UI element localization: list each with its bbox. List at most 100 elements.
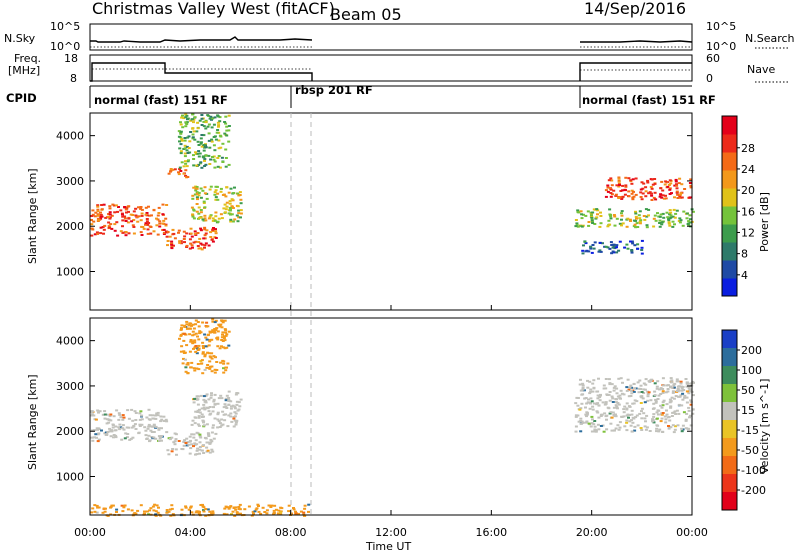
scatter-cell <box>193 397 197 400</box>
scatter-cell <box>588 407 592 410</box>
scatter-cell <box>585 420 589 423</box>
scatter-cell <box>179 150 183 153</box>
freq-label-1: Freq. <box>14 52 41 65</box>
scatter-cell <box>656 409 660 412</box>
scatter-cell <box>581 249 585 252</box>
scatter-cell <box>119 230 123 233</box>
scatter-cell <box>192 186 196 189</box>
scatter-cell <box>225 129 229 132</box>
scatter-cell <box>675 390 679 392</box>
scatter-cell <box>617 377 621 380</box>
scatter-cell <box>676 395 680 398</box>
scatter-cell <box>677 403 681 406</box>
scatter-cell <box>99 232 103 235</box>
scatter-cell <box>122 428 126 431</box>
scatter-cell <box>584 397 588 399</box>
scatter-cell <box>592 430 596 433</box>
scatter-cell <box>147 205 150 208</box>
scatter-cell <box>223 121 227 123</box>
scatter-cell <box>159 415 163 418</box>
scatter-cell <box>144 206 148 209</box>
scatter-cell <box>603 245 607 248</box>
scatter-cell <box>612 413 616 416</box>
scatter-cell <box>197 206 201 209</box>
scatter-cell <box>157 428 161 431</box>
scatter-cell <box>189 506 193 509</box>
scatter-cell <box>229 213 233 216</box>
scatter-cell <box>294 510 297 513</box>
scatter-cell <box>202 415 205 418</box>
scatter-cell <box>210 370 214 373</box>
scatter-cell <box>601 424 605 427</box>
scatter-cell <box>118 428 122 431</box>
scatter-cell <box>167 172 171 175</box>
scatter-cell <box>145 218 149 220</box>
scatter-cell <box>579 407 583 410</box>
scatter-cell <box>209 231 213 234</box>
scatter-cell <box>140 225 144 228</box>
scatter-cell <box>213 368 217 371</box>
scatter-cell <box>590 251 594 254</box>
scatter-cell <box>617 176 621 179</box>
scatter-cell <box>297 512 300 515</box>
scatter-cell <box>609 188 613 191</box>
scatter-cell <box>673 223 676 226</box>
freq-panel: 18 8 60 0 <box>64 52 720 85</box>
scatter-cell <box>687 409 691 412</box>
scatter-cell <box>103 410 107 413</box>
scatter-cell <box>640 391 644 393</box>
scatter-cell <box>234 506 238 509</box>
scatter-cell <box>634 416 638 419</box>
scatter-cell <box>165 235 169 238</box>
scatter-cell <box>197 241 201 243</box>
scatter-cell <box>299 510 303 513</box>
scatter-cell <box>216 330 220 333</box>
scatter-cell <box>111 426 115 429</box>
scatter-cell <box>136 509 140 512</box>
scatter-cell <box>239 398 243 401</box>
scatter-cell <box>121 510 125 513</box>
colorbar-segment <box>722 492 737 511</box>
scatter-cell <box>174 438 178 441</box>
scatter-cell <box>233 419 237 422</box>
scatter-cell <box>217 125 220 128</box>
scatter-cell <box>649 380 653 382</box>
scatter-cell <box>604 378 608 380</box>
cpid-seg-1: normal (fast) 151 RF <box>94 93 228 107</box>
scatter-cell <box>627 416 630 419</box>
scatter-cell <box>606 190 610 193</box>
scatter-cell <box>607 219 611 222</box>
scatter-cell <box>123 215 127 218</box>
scatter-cell <box>208 442 212 445</box>
scatter-cell <box>200 449 204 452</box>
scatter-cell <box>601 242 604 245</box>
scatter-cell <box>599 222 603 225</box>
scatter-cell <box>212 123 216 126</box>
scatter-cell <box>607 378 611 381</box>
scatter-cell <box>681 398 685 401</box>
scatter-cell <box>201 155 205 158</box>
scatter-cell <box>592 208 596 211</box>
scatter-cell <box>166 244 169 247</box>
scatter-cell <box>150 214 153 217</box>
scatter-cell <box>191 215 195 218</box>
scatter-cell <box>661 377 665 380</box>
scatter-cell <box>625 402 629 405</box>
scatter-cell <box>203 214 207 217</box>
scatter-cell <box>154 513 158 516</box>
scatter-cell <box>594 217 598 220</box>
scatter-cell <box>625 407 629 410</box>
scatter-cell <box>139 219 143 222</box>
scatter-cell <box>192 347 195 350</box>
scatter-cell <box>607 393 611 396</box>
scatter-cell <box>668 179 672 182</box>
scatter-cell <box>231 220 235 223</box>
scatter-cell <box>196 121 200 124</box>
scatter-cell <box>177 229 181 232</box>
scatter-cell <box>106 215 110 218</box>
scatter-cell <box>216 198 220 201</box>
scatter-cell <box>630 409 634 412</box>
scatter-cell <box>654 398 658 401</box>
